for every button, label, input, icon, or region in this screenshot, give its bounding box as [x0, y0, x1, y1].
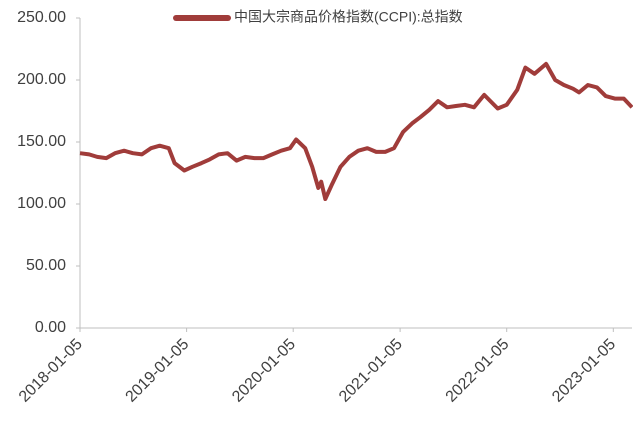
- x-tick-label: 2022-01-05: [443, 336, 513, 406]
- x-tick-label: 2020-01-05: [229, 336, 299, 406]
- x-tick-label: 2018-01-05: [16, 336, 86, 406]
- x-tick-label: 2021-01-05: [336, 336, 406, 406]
- x-tick-label: 2019-01-05: [123, 336, 193, 406]
- y-tick-label: 250.00: [17, 9, 66, 26]
- y-tick-label: 100.00: [17, 195, 66, 212]
- y-tick-label: 200.00: [17, 71, 66, 88]
- series-line: [79, 61, 633, 201]
- y-tick-label: 0.00: [35, 319, 66, 336]
- x-tick-label: 2023-01-05: [549, 336, 619, 406]
- y-tick-label: 50.00: [26, 257, 66, 274]
- legend-label: 中国大宗商品价格指数(CCPI):总指数: [234, 9, 463, 25]
- y-tick-label: 150.00: [17, 133, 66, 150]
